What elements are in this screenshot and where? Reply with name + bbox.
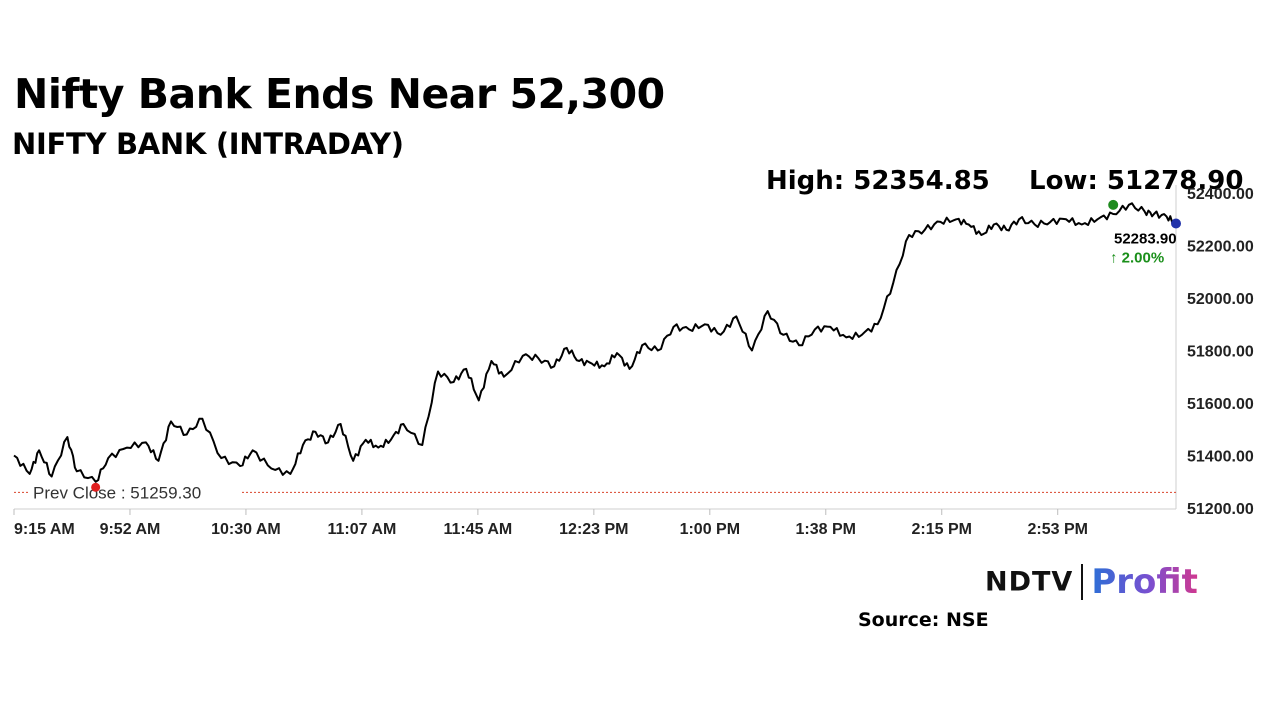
markers-group	[91, 199, 1181, 492]
high-point-marker	[1108, 199, 1119, 210]
last-point-marker	[1171, 218, 1181, 229]
x-tick-label: 9:52 AM	[100, 521, 161, 538]
y-axis-ticks: 51200.00 51400.00 51600.00 51800.00 52000.00…	[1187, 186, 1254, 518]
logo-profit-text: Profit	[1091, 562, 1198, 602]
y-tick-label: 51400.00	[1187, 449, 1254, 466]
series-group	[13, 202, 1177, 483]
prev-close-label-bg	[30, 480, 240, 501]
x-tick-label: 1:38 PM	[796, 521, 856, 538]
logo-divider	[1081, 564, 1084, 600]
x-tick-label: 1:00 PM	[680, 521, 740, 538]
x-tick-label: 9:15 AM	[14, 521, 75, 538]
y-tick-label: 52400.00	[1187, 186, 1254, 203]
x-tick-label: 11:45 AM	[443, 521, 512, 538]
y-tick-label: 51600.00	[1187, 396, 1254, 413]
low-point-marker	[91, 482, 101, 492]
source-note: Source: NSE	[858, 609, 989, 631]
ndtv-profit-logo: NDTV Profit	[985, 564, 1198, 600]
logo-ndtv-text: NDTV	[985, 566, 1074, 598]
x-tick-label: 10:30 AM	[211, 521, 281, 538]
chart-title: Nifty Bank Ends Near 52,300	[14, 70, 665, 118]
x-tick-label: 2:53 PM	[1027, 521, 1087, 538]
y-tick-label: 51200.00	[1187, 501, 1254, 518]
x-tick-label: 11:07 AM	[328, 521, 397, 538]
last-value-label: 52283.90	[1114, 230, 1177, 247]
y-tick-label: 52000.00	[1187, 291, 1254, 308]
y-tick-label: 51800.00	[1187, 344, 1254, 361]
prev-close-label: Prev Close : 51259.30	[33, 483, 201, 502]
chart-subtitle: NIFTY BANK (INTRADAY)	[12, 127, 404, 161]
low-value: Low: 51278.90	[1029, 166, 1244, 196]
y-tick-label: 52200.00	[1187, 239, 1254, 256]
high-value: High: 52354.85	[766, 166, 990, 196]
change-percent-label: ↑ 2.00%	[1110, 249, 1164, 266]
x-tick-label: 2:15 PM	[912, 521, 972, 538]
x-tick-label: 12:23 PM	[559, 521, 628, 538]
x-axis-ticks: 9:15 AM 9:52 AM 10:30 AM 11:07 AM 11:45 AM 12…	[13, 509, 1088, 538]
series-line	[13, 202, 1177, 483]
